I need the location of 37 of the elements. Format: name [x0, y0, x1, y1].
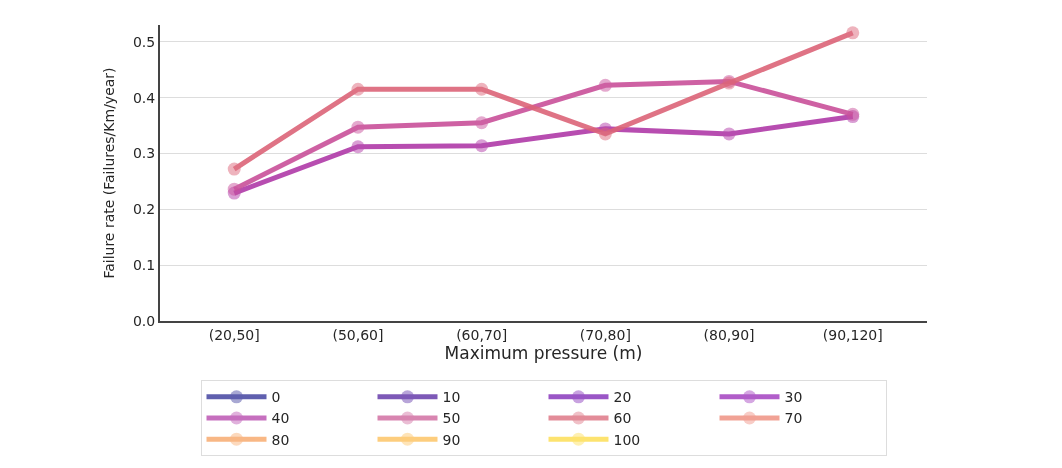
y-tick-label: 0.5 [132, 33, 156, 50]
legend-label: 60 [613, 410, 632, 427]
legend-label: 20 [613, 389, 632, 406]
point [722, 127, 736, 141]
x-tick-label: (20,50] [208, 326, 260, 343]
y-tick-label: 0.3 [132, 145, 156, 162]
y-tick-label: 0.4 [132, 89, 156, 106]
point [846, 26, 860, 40]
point [351, 82, 365, 96]
x-tick-label: (70,80] [579, 326, 631, 343]
x-tick-label: (80,90] [703, 326, 755, 343]
x-tick-label: (90,120] [822, 326, 883, 343]
point [475, 82, 489, 96]
point [227, 162, 241, 176]
legend-label: 10 [442, 389, 461, 406]
point [598, 78, 612, 92]
point [227, 182, 241, 196]
point [351, 140, 365, 154]
legend-label: 40 [271, 410, 290, 427]
legend-label: 50 [442, 410, 461, 427]
legend-label: 70 [784, 410, 803, 427]
y-tick-label: 0.1 [132, 257, 156, 274]
point [351, 120, 365, 134]
legend-label: 30 [784, 389, 803, 406]
point [598, 127, 612, 141]
legend-label: 90 [442, 431, 461, 448]
legend-label: 80 [271, 431, 290, 448]
point [475, 116, 489, 130]
y-axis-title: Failure rate (Failures/Km/year) [101, 67, 118, 279]
y-tick-label: 0.2 [132, 201, 156, 218]
x-tick-label: (60,70] [456, 326, 508, 343]
point [475, 139, 489, 153]
legend-label: 0 [271, 389, 281, 406]
x-axis-title: Maximum pressure (m) [444, 342, 643, 363]
y-tick-label: 0.0 [132, 312, 156, 329]
x-tick-label: (50,60] [332, 326, 384, 343]
legend-label: 100 [613, 431, 641, 448]
